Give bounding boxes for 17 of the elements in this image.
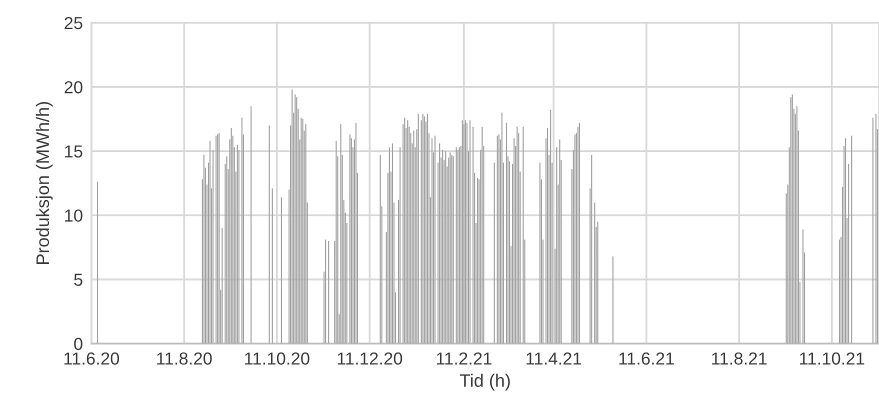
x-tick-label: 11.6.20 xyxy=(64,352,120,365)
y-tick-label: 15 xyxy=(65,145,82,158)
y-tick-label: 25 xyxy=(64,16,82,30)
x-tick-label: 11.2.21 xyxy=(436,352,492,365)
y-tick-label: 10 xyxy=(65,209,82,222)
x-tick-label: 11.10.20 xyxy=(245,352,310,365)
x-axis-title: Tid (h) xyxy=(460,374,510,391)
x-tick-label: 11.10.21 xyxy=(800,352,864,365)
y-tick-label: 20 xyxy=(64,81,82,94)
y-tick-label: 5 xyxy=(74,274,82,286)
y-axis-title: Produksjon (MWh/h) xyxy=(36,102,53,264)
x-tick-label: 11.6.21 xyxy=(619,352,674,365)
x-tick-label: 11.4.21 xyxy=(526,352,582,365)
x-tick-label: 11.12.20 xyxy=(338,352,402,365)
y-tick-label: 0 xyxy=(74,338,82,350)
x-tick-label: 11.8.21 xyxy=(712,352,767,365)
x-tick-label: 11.8.20 xyxy=(157,352,212,365)
